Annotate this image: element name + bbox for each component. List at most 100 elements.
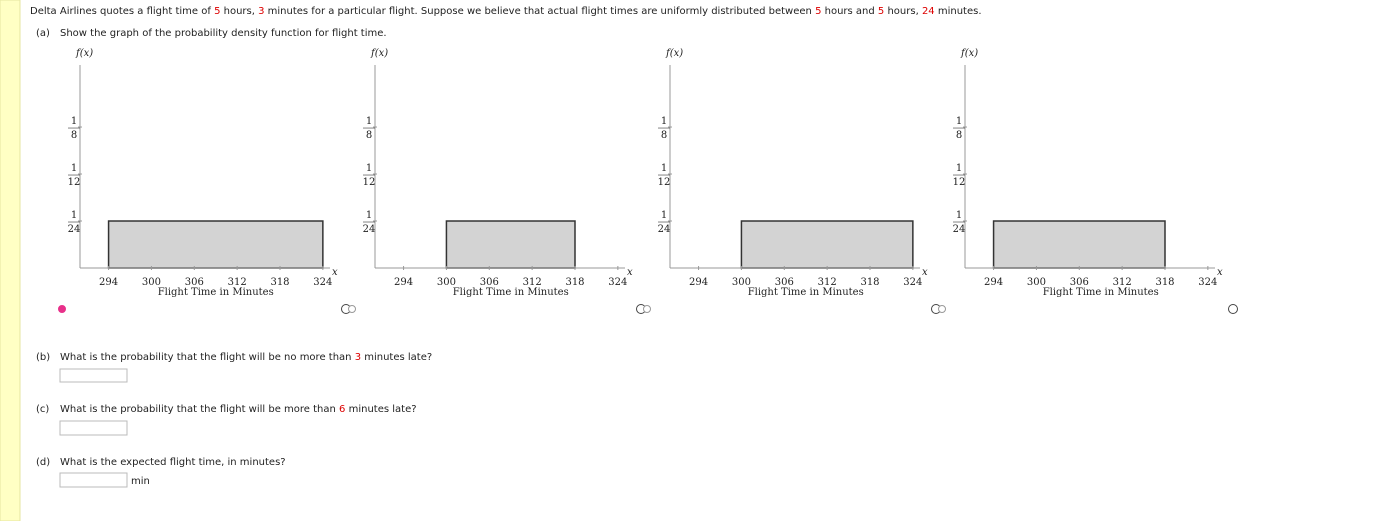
y-tick-numerator: 1 (956, 116, 962, 127)
density-rect (445, 220, 576, 269)
y-tick-denominator: 24 (658, 224, 671, 235)
x-tick-label: 300 (142, 277, 161, 288)
y-tick-numerator: 1 (661, 163, 667, 174)
density-rect (992, 220, 1166, 269)
text-segment: minutes. (935, 6, 982, 17)
answer-input-c[interactable] (59, 420, 128, 436)
y-tick-denominator: 8 (71, 130, 77, 141)
x-tick-label: 294 (984, 277, 1003, 288)
x-axis-label: Flight Time in Minutes (158, 287, 274, 298)
y-tick-numerator: 1 (956, 210, 962, 221)
x-tick-label: 306 (480, 277, 499, 288)
text-segment: 5 (878, 6, 884, 17)
y-tick-denominator: 24 (953, 224, 966, 235)
x-tick-label: 324 (608, 277, 627, 288)
x-tick-label: 324 (903, 277, 922, 288)
x-tick-label: 294 (99, 277, 118, 288)
graph-radio[interactable] (643, 305, 651, 313)
icons (341, 304, 1238, 314)
x-tick-label: 318 (565, 277, 584, 288)
x-tick-label: 324 (313, 277, 332, 288)
text-segment: 3 (258, 6, 264, 17)
text-segment: 24 (922, 6, 935, 17)
x-axis-label: Flight Time in Minutes (1043, 287, 1159, 298)
y-tick-denominator: 8 (661, 130, 667, 141)
graph-radio[interactable] (58, 305, 66, 313)
y-tick-denominator: 12 (953, 177, 966, 188)
x-tick-label: 312 (818, 277, 837, 288)
x-axis-label: Flight Time in Minutes (453, 287, 569, 298)
text-segment: What is the probability that the flight … (60, 404, 339, 415)
answer-input-d[interactable] (59, 472, 128, 488)
text-segment: 3 (355, 352, 361, 363)
x-tick-label: 306 (185, 277, 204, 288)
part-text: What is the expected flight time, in min… (60, 457, 286, 468)
text-segment: minutes late? (345, 404, 416, 415)
y-tick-numerator: 1 (661, 210, 667, 221)
density-rect (107, 220, 324, 269)
x-tick-label: 312 (1113, 277, 1132, 288)
info-icon[interactable] (1228, 304, 1238, 314)
y-tick-denominator: 8 (366, 130, 372, 141)
y-tick-numerator: 1 (366, 210, 372, 221)
text-segment: hours, (220, 6, 258, 17)
question-text: Delta Airlines quotes a flight time of 5… (30, 6, 982, 17)
text-segment: Show the graph of the probability densit… (60, 28, 387, 39)
answer-input-b[interactable] (59, 368, 128, 383)
text-segment: Delta Airlines quotes a flight time of (30, 6, 214, 17)
side-strip (0, 0, 21, 521)
y-axis-label: f(x) (75, 48, 93, 59)
x-tick-label: 312 (228, 277, 247, 288)
y-tick-numerator: 1 (366, 163, 372, 174)
text-segment: hours, (884, 6, 922, 17)
y-tick-numerator: 1 (71, 210, 77, 221)
x-tick-label: 318 (270, 277, 289, 288)
text-segment: minutes late? (361, 352, 432, 363)
x-tick-label: 318 (860, 277, 879, 288)
x-tick-label: 324 (1198, 277, 1217, 288)
text-segment: 5 (214, 6, 220, 17)
x-tick-label: 300 (437, 277, 456, 288)
part-label: (c) (36, 404, 49, 415)
text-segment: 6 (339, 404, 345, 415)
y-tick-denominator: 24 (68, 224, 81, 235)
x-axis-letter: x (332, 267, 338, 278)
text-segment: minutes for a particular flight. Suppose… (264, 6, 815, 17)
text-segment: What is the probability that the flight … (60, 352, 355, 363)
part-text: What is the probability that the flight … (60, 352, 432, 363)
graph-radio[interactable] (938, 305, 946, 313)
y-axis-label: f(x) (960, 48, 978, 59)
y-axis-label: f(x) (665, 48, 683, 59)
part-label: (a) (36, 28, 50, 39)
y-tick-denominator: 12 (68, 177, 81, 188)
part-text: What is the probability that the flight … (60, 404, 417, 415)
x-tick-label: 312 (523, 277, 542, 288)
part-label: (b) (36, 352, 50, 363)
x-axis-letter: x (922, 267, 928, 278)
text-segment: 5 (815, 6, 821, 17)
x-axis-letter: x (1217, 267, 1223, 278)
x-axis-letter: x (627, 267, 633, 278)
x-tick-label: 294 (689, 277, 708, 288)
y-tick-numerator: 1 (71, 163, 77, 174)
y-tick-denominator: 8 (956, 130, 962, 141)
x-tick-label: 300 (732, 277, 751, 288)
y-axis-label: f(x) (370, 48, 388, 59)
unit: min (131, 476, 150, 487)
part-text: Show the graph of the probability densit… (60, 28, 387, 39)
y-tick-numerator: 1 (956, 163, 962, 174)
y-tick-denominator: 12 (363, 177, 376, 188)
y-tick-denominator: 24 (363, 224, 376, 235)
part-label: (d) (36, 457, 50, 468)
x-tick-label: 294 (394, 277, 413, 288)
x-tick-label: 318 (1155, 277, 1174, 288)
y-tick-denominator: 12 (658, 177, 671, 188)
x-tick-label: 306 (1070, 277, 1089, 288)
x-axis-label: Flight Time in Minutes (748, 287, 864, 298)
text-segment: hours and (821, 6, 877, 17)
x-tick-label: 306 (775, 277, 794, 288)
graph-radio[interactable] (348, 305, 356, 313)
text-segment: What is the expected flight time, in min… (60, 457, 286, 468)
y-tick-numerator: 1 (366, 116, 372, 127)
